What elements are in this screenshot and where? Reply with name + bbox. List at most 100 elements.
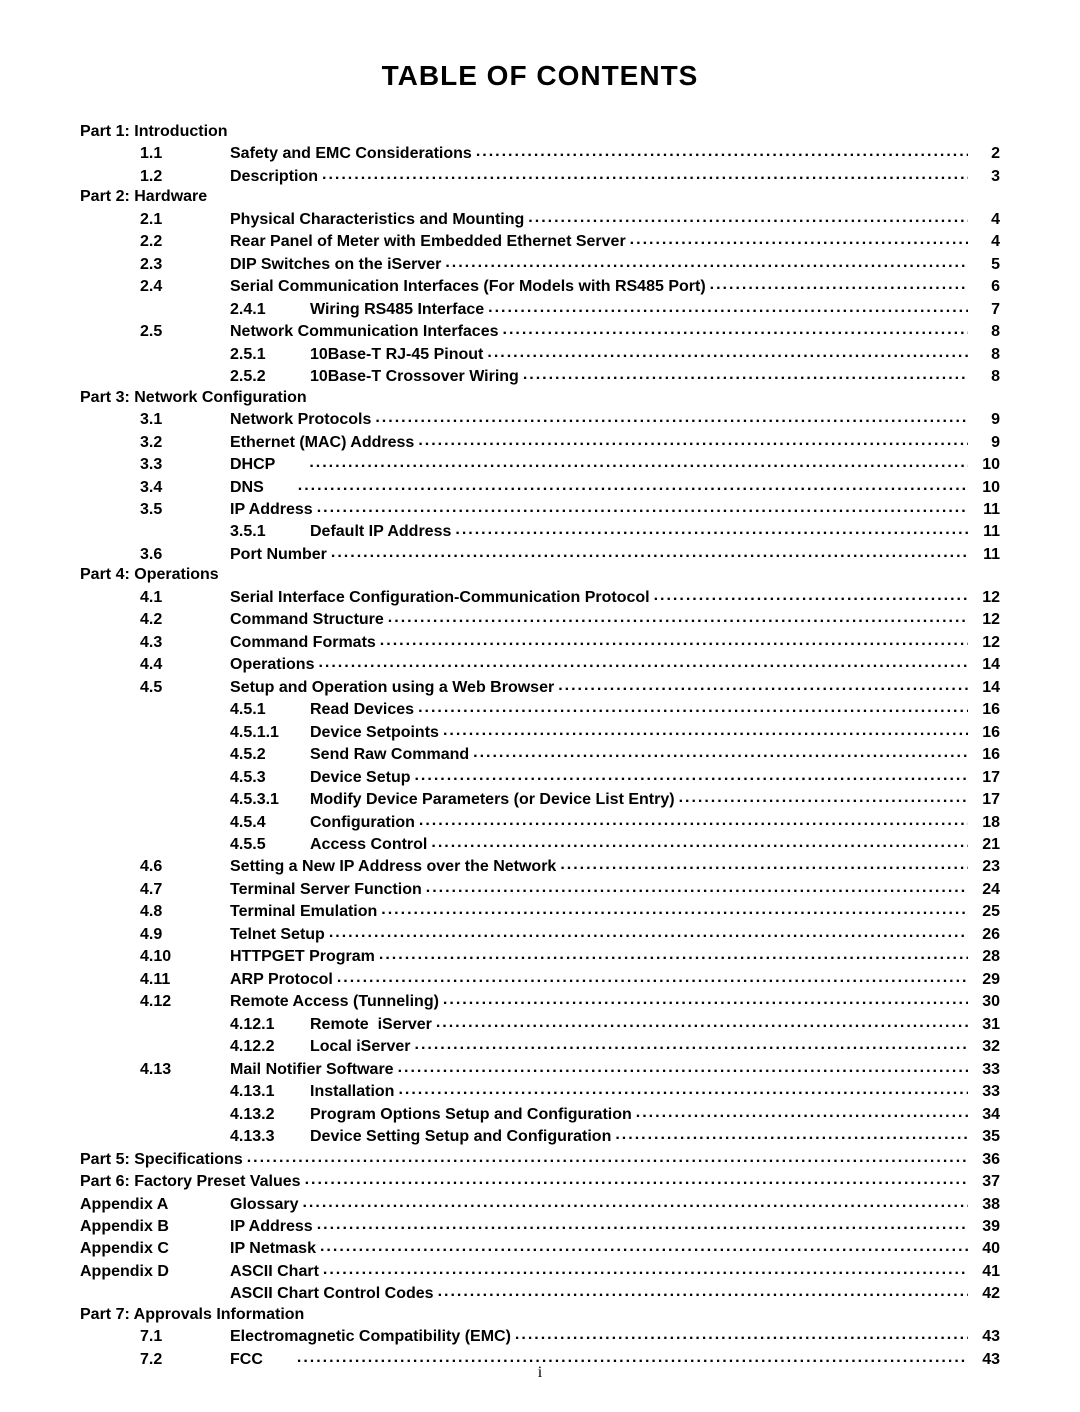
toc-page: 2	[972, 144, 1000, 164]
toc-row: 3.5.1Default IP Address11	[80, 520, 1000, 542]
toc-leader	[398, 1058, 968, 1074]
toc-row: 4.5.1Read Devices16	[80, 698, 1000, 720]
toc-number: 4.5.5	[80, 835, 310, 855]
toc-page: 16	[972, 745, 1000, 765]
toc-number: Part 4: Operations	[80, 565, 219, 585]
toc-title: Setting a New IP Address over the Networ…	[230, 857, 556, 877]
toc-title: Default IP Address	[310, 522, 451, 542]
toc-page: 31	[972, 1015, 1000, 1035]
toc-row: 4.9Telnet Setup26	[80, 923, 1000, 945]
toc-leader	[322, 165, 968, 181]
toc-page: 35	[972, 1127, 1000, 1147]
toc-page: 10	[972, 478, 1000, 498]
toc-leader	[331, 543, 968, 559]
toc-leader	[318, 653, 968, 669]
toc-page: 28	[972, 947, 1000, 967]
toc-title: DHCP	[230, 455, 275, 475]
toc-leader	[710, 275, 968, 291]
toc-page: 30	[972, 992, 1000, 1012]
toc-title: DNS	[230, 478, 264, 498]
toc-leader	[380, 631, 968, 647]
toc-title: DIP Switches on the iServer	[230, 255, 441, 275]
toc-title: Program Options Setup and Configuration	[310, 1105, 632, 1125]
toc-number: 3.5	[80, 500, 230, 520]
toc-leader	[436, 1013, 968, 1029]
toc-leader	[418, 431, 968, 447]
toc-row: 4.1Serial Interface Configuration-Commun…	[80, 586, 1000, 608]
toc-page: 7	[972, 300, 1000, 320]
toc-leader	[379, 945, 968, 961]
toc-number: 1.2	[80, 167, 230, 187]
toc-row: 2.1Physical Characteristics and Mounting…	[80, 208, 1000, 230]
toc-leader	[488, 298, 968, 314]
toc-page: 17	[972, 768, 1000, 788]
toc-page: 39	[972, 1217, 1000, 1237]
toc-number: 2.1	[80, 210, 230, 230]
toc-leader	[615, 1125, 968, 1141]
toc-number: 4.6	[80, 857, 230, 877]
toc-title: Rear Panel of Meter with Embedded Ethern…	[230, 232, 626, 252]
toc-page: 18	[972, 813, 1000, 833]
toc-page: TABLE OF CONTENTS Part 1: Introduction1.…	[0, 0, 1080, 1412]
toc-number: 4.12.2	[80, 1037, 310, 1057]
toc-number: Part 7: Approvals Information	[80, 1305, 304, 1325]
toc-number: 2.5.1	[80, 345, 310, 365]
toc-title: Setup and Operation using a Web Browser	[230, 678, 554, 698]
toc-row: 3.4DNS 10	[80, 476, 1000, 498]
toc-row: 4.3Command Formats12	[80, 631, 1000, 653]
toc-number: 2.4	[80, 277, 230, 297]
toc-number: Part 2: Hardware	[80, 187, 207, 207]
toc-page: 40	[972, 1239, 1000, 1259]
toc-row: Appendix AGlossary38	[80, 1193, 1000, 1215]
toc-number: 4.5.2	[80, 745, 310, 765]
toc-title: Mail Notifier Software	[230, 1060, 394, 1080]
toc-number: 2.2	[80, 232, 230, 252]
toc-row: Part 2: Hardware	[80, 187, 1000, 207]
toc-row: Part 7: Approvals Information	[80, 1305, 1000, 1325]
toc-row: 4.5.3.1Modify Device Parameters (or Devi…	[80, 788, 1000, 810]
toc-number	[80, 1284, 230, 1304]
toc-title: Network Protocols	[230, 410, 371, 430]
toc-page: 8	[972, 367, 1000, 387]
toc-row: 3.1Network Protocols9	[80, 408, 1000, 430]
toc-page: 14	[972, 655, 1000, 675]
toc-number: Part 6: Factory Preset Values	[80, 1172, 301, 1192]
toc-number: 4.7	[80, 880, 230, 900]
toc-number: 4.3	[80, 633, 230, 653]
toc-number: 3.4	[80, 478, 230, 498]
toc-leader	[443, 721, 968, 737]
toc-page: 12	[972, 610, 1000, 630]
toc-number: 4.12	[80, 992, 230, 1012]
toc-title: Remote Access (Tunneling)	[230, 992, 439, 1012]
toc-title: Description	[230, 167, 318, 187]
toc-page: 21	[972, 835, 1000, 855]
toc-leader	[473, 743, 968, 759]
toc-title: Device Setting Setup and Configuration	[310, 1127, 611, 1147]
toc-title: Installation	[310, 1082, 394, 1102]
toc-leader	[419, 811, 968, 827]
toc-leader	[528, 208, 968, 224]
toc-row: Appendix CIP Netmask40	[80, 1237, 1000, 1259]
toc-leader	[636, 1103, 968, 1119]
toc-row: 4.10HTTPGET Program28	[80, 945, 1000, 967]
toc-row: 1.2Description3	[80, 165, 1000, 187]
toc-row: 2.5.110Base-T RJ-45 Pinout8	[80, 343, 1000, 365]
toc-title: 10Base-T Crossover Wiring	[310, 367, 519, 387]
toc-leader	[476, 142, 968, 158]
toc-leader	[329, 923, 968, 939]
toc-row: 4.2Command Structure12	[80, 608, 1000, 630]
toc-title: Physical Characteristics and Mounting	[230, 210, 524, 230]
toc-title: Terminal Server Function	[230, 880, 422, 900]
toc-number: 4.5	[80, 678, 230, 698]
toc-page: 16	[972, 723, 1000, 743]
toc-leader	[317, 498, 968, 514]
toc-leader	[305, 1170, 968, 1186]
toc-leader	[679, 788, 968, 804]
toc-page: 8	[972, 345, 1000, 365]
toc-title: Electromagnetic Compatibility (EMC)	[230, 1327, 511, 1347]
toc-page: 42	[972, 1284, 1000, 1304]
toc-row: 2.3DIP Switches on the iServer5	[80, 253, 1000, 275]
toc-page: 33	[972, 1060, 1000, 1080]
toc-row: 4.13.2Program Options Setup and Configur…	[80, 1103, 1000, 1125]
toc-row: 4.11ARP Protocol29	[80, 968, 1000, 990]
